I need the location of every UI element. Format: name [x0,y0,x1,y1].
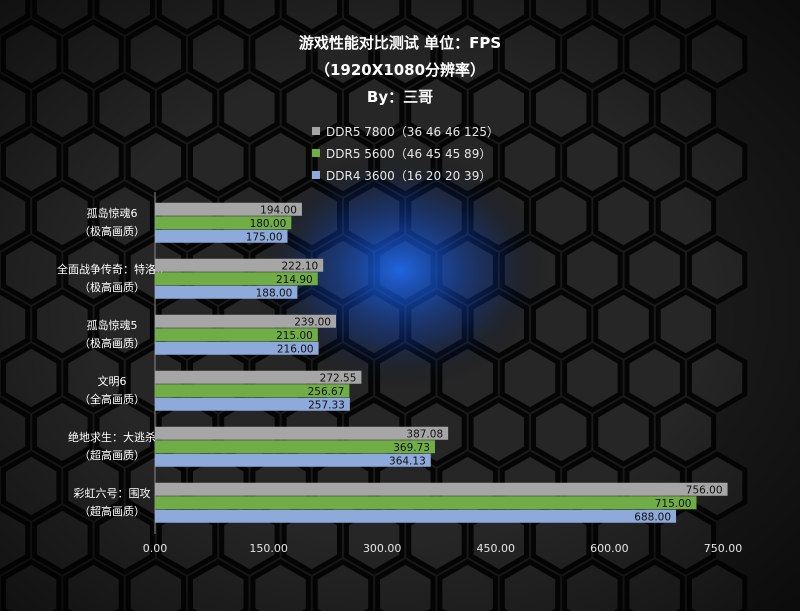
x-tick-label: 150.00 [249,542,288,555]
bar [155,384,350,398]
legend-item-ddr4-3600: DDR4 3600（16 20 20 39） [312,164,499,186]
legend-item-ddr5-7800: DDR5 7800（36 46 46 125） [312,120,499,142]
category-label: 彩虹六号：围攻 [74,486,151,500]
bar-value-label: 364.13 [389,455,426,467]
category-label: （全高画质） [79,392,145,406]
x-tick-label: 450.00 [477,542,516,555]
bar [155,328,318,342]
bar [155,285,298,299]
bar [155,397,350,411]
category-label: 绝地求生：大逃杀 [68,430,156,444]
bar [155,314,337,328]
bar-value-label: 387.08 [406,428,443,440]
chart-title-line1: 游戏性能对比测试 单位：FPS [298,34,502,52]
bar-value-label: 188.00 [256,287,293,299]
bar-value-label: 194.00 [260,204,297,216]
bar-value-label: 175.00 [246,231,283,243]
bar-value-label: 257.33 [308,399,345,411]
bar [155,272,318,286]
bar-value-label: 214.90 [276,274,313,286]
category-label: （超高画质） [79,504,145,518]
bar [155,496,697,510]
chart-title-line2: （1920X1080分辨率） [314,61,486,79]
bar [155,426,449,440]
category-label: 孤岛惊魂6 [87,206,138,220]
legend-label: DDR5 5600（46 45 45 89） [326,146,492,161]
bar-value-label: 369.73 [393,442,430,454]
legend-swatch [312,127,320,135]
legend-label: DDR4 3600（16 20 20 39） [326,168,492,183]
x-tick-label: 300.00 [363,542,402,555]
bar [155,440,436,454]
bar [155,202,302,216]
bar [155,482,728,496]
bar [155,258,324,272]
legend-swatch [312,149,320,157]
bar [155,453,431,467]
x-tick-label: 750.00 [704,542,743,555]
bar [155,509,677,523]
category-label: （超高画质） [79,448,145,462]
category-label: 文明6 [98,374,127,388]
bar-value-label: 215.00 [276,330,313,342]
category-label: （极高画质） [79,280,145,294]
legend: DDR5 7800（36 46 46 125） DDR5 5600（46 45 … [312,120,499,186]
category-label: 全面战争传奇：特洛伊 [57,262,167,276]
bar-value-label: 272.55 [320,372,357,384]
bar-value-label: 756.00 [686,484,723,496]
legend-item-ddr5-5600: DDR5 5600（46 45 45 89） [312,142,499,164]
legend-label: DDR5 7800（36 46 46 125） [326,124,499,139]
bar [155,229,288,243]
category-label: （极高画质） [79,224,145,238]
bar [155,216,292,230]
category-label: （极高画质） [79,336,145,350]
bar-value-label: 216.00 [277,343,314,355]
legend-swatch [312,171,320,179]
bar [155,341,319,355]
x-tick-label: 600.00 [590,542,629,555]
bar-value-label: 688.00 [634,511,671,523]
x-tick-label: 0.00 [143,542,168,555]
bar-value-label: 239.00 [294,316,331,328]
category-label: 孤岛惊魂5 [87,318,138,332]
bar-value-label: 715.00 [655,498,692,510]
bar-value-label: 256.67 [308,386,345,398]
chart-title-line3: By：三哥 [366,88,434,106]
bar [155,370,362,384]
bar-value-label: 222.10 [281,260,318,272]
bar-value-label: 180.00 [250,218,287,230]
